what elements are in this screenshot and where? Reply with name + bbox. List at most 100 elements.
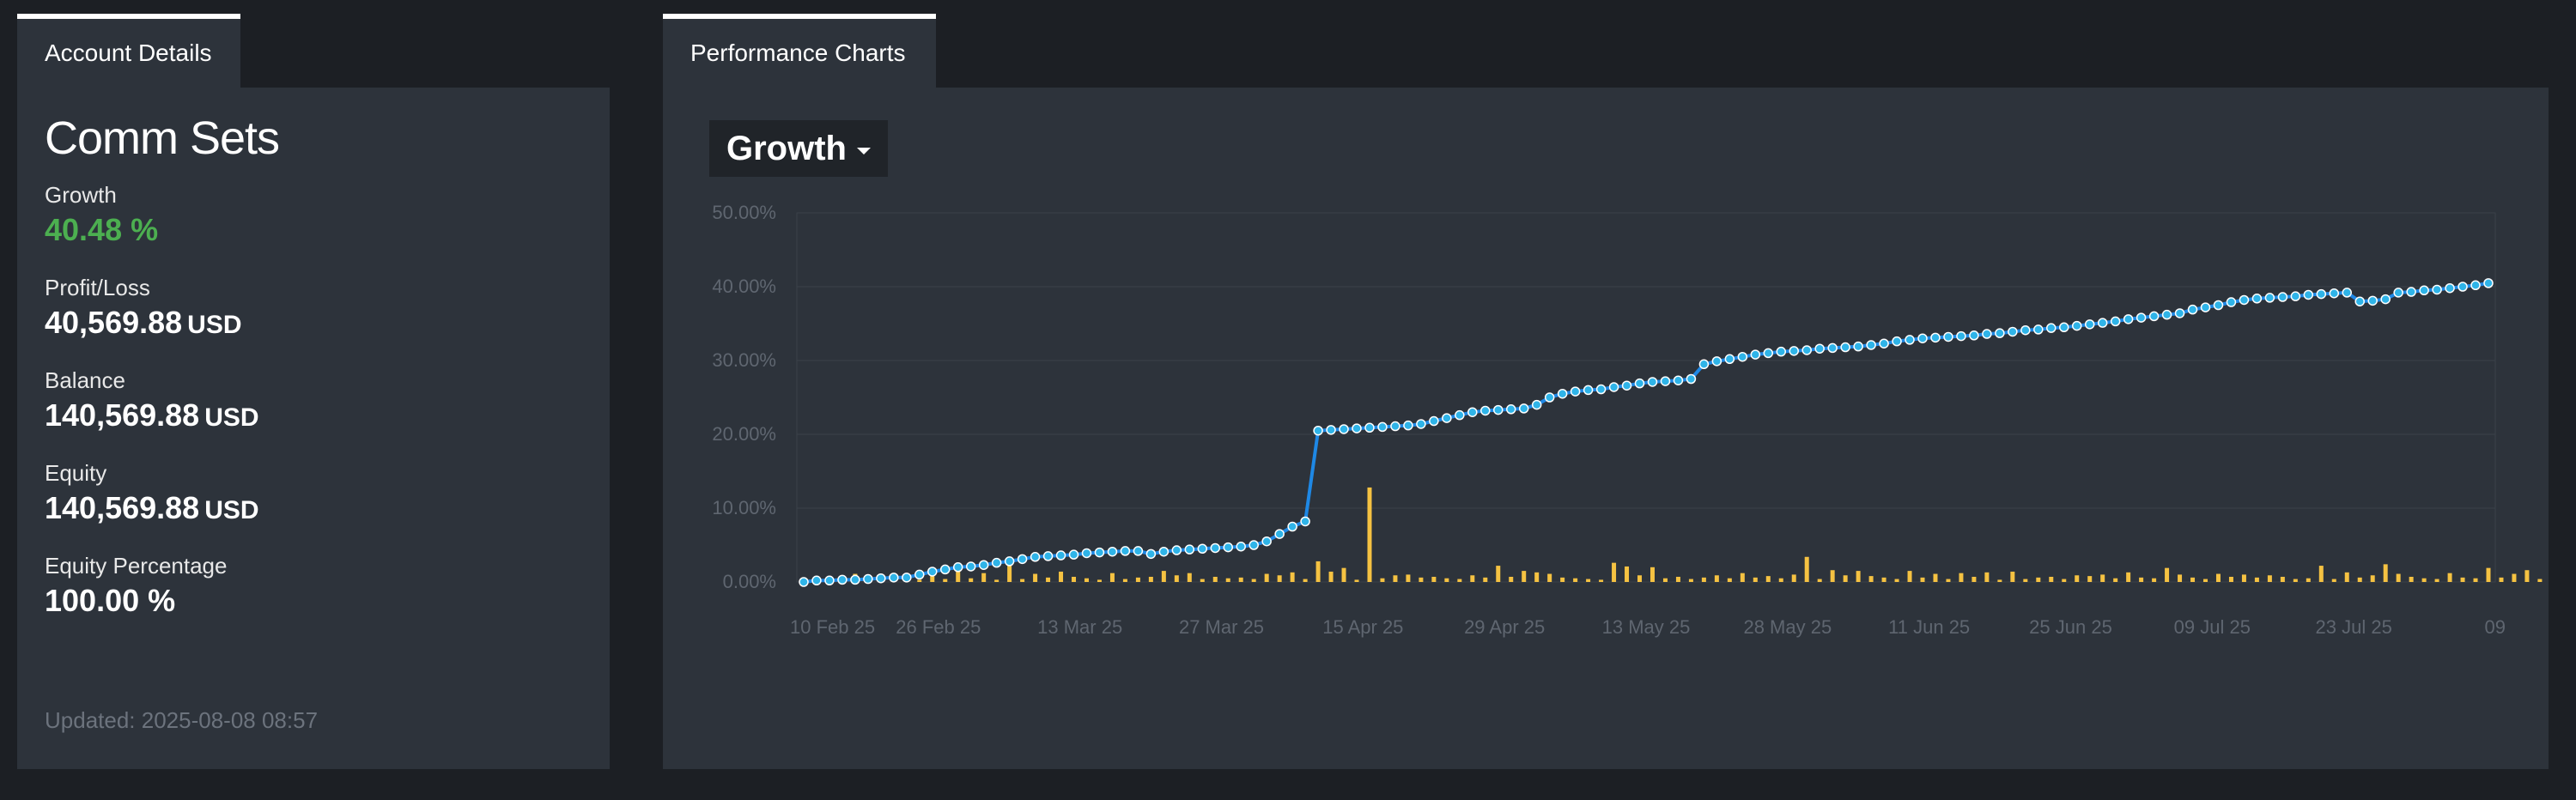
growth-point <box>876 573 886 584</box>
growth-point <box>2354 296 2365 306</box>
profit-loss-value: 40,569.88 <box>45 305 183 340</box>
growth-point <box>1763 348 1774 359</box>
growth-point <box>2393 288 2403 298</box>
daily-bar <box>2049 576 2054 582</box>
growth-point <box>2110 316 2121 327</box>
daily-bar <box>1804 556 1809 582</box>
growth-point <box>1801 345 1812 355</box>
equity-value-row: 140,569.88 USD <box>45 490 259 526</box>
daily-bar <box>2280 576 2285 582</box>
growth-point <box>1608 382 1619 392</box>
daily-bar <box>2409 576 2414 582</box>
daily-bar <box>1778 578 1783 582</box>
growth-point <box>889 573 899 583</box>
growth-point <box>1416 419 1426 429</box>
growth-chart: 0.00% 10.00% 20.00% 30.00% 40.00% 50.00% 10 Fe… <box>712 202 2543 638</box>
daily-bar <box>1046 577 1051 582</box>
growth-point <box>1595 384 1607 395</box>
x-tick-label: 11 Jun 25 <box>1888 616 1970 638</box>
daily-bar <box>1457 579 1462 582</box>
balance-unit: USD <box>204 403 259 432</box>
daily-bar <box>1431 576 1437 582</box>
tab-account-details-label: Account Details <box>45 39 212 66</box>
growth-point <box>1300 516 1310 527</box>
growth-point <box>2213 300 2224 311</box>
growth-point <box>914 569 925 580</box>
daily-bar <box>1122 579 1127 582</box>
daily-bar <box>956 570 961 582</box>
growth-point <box>2277 292 2288 302</box>
growth-label: Growth <box>45 182 117 208</box>
growth-point <box>902 573 912 583</box>
daily-bar <box>1573 578 1578 582</box>
growth-point <box>2008 326 2018 337</box>
daily-bar <box>1997 579 2002 582</box>
daily-bar <box>1830 570 1835 582</box>
y-tick-label: 20.00% <box>712 423 776 445</box>
growth-point <box>1017 554 1028 565</box>
growth-point <box>1287 521 1297 532</box>
growth-point <box>1570 386 1581 397</box>
tab-account-details[interactable]: Account Details <box>17 14 240 88</box>
chart-type-dropdown[interactable]: Growth <box>709 120 888 177</box>
growth-point <box>1621 380 1632 391</box>
daily-bar <box>1586 579 1591 582</box>
updated-timestamp: Updated: 2025-08-08 08:57 <box>45 707 319 733</box>
daily-bar <box>1714 575 1719 582</box>
daily-bar <box>1727 578 1732 582</box>
daily-bar <box>2318 566 2324 582</box>
daily-bar <box>1187 573 1192 582</box>
daily-bar <box>994 579 999 582</box>
growth-point <box>1917 333 1928 343</box>
profit-loss-stat: Profit/Loss 40,569.88 USD <box>45 275 242 341</box>
equity-stat: Equity 140,569.88 USD <box>45 460 259 526</box>
growth-point <box>1455 409 1465 421</box>
growth-point <box>2264 293 2275 303</box>
daily-bar <box>1212 576 1218 582</box>
growth-point <box>2161 309 2172 320</box>
growth-point <box>2136 312 2147 323</box>
equity-percentage-unit: % <box>148 583 176 618</box>
chevron-down-icon <box>856 148 871 155</box>
daily-bar <box>2254 577 2259 582</box>
balance-value: 140,569.88 <box>45 397 200 433</box>
tab-performance-charts[interactable]: Performance Charts <box>663 14 936 88</box>
growth-point <box>1158 546 1170 557</box>
growth-point <box>2046 323 2057 333</box>
growth-point <box>2419 285 2429 296</box>
growth-point <box>799 577 809 587</box>
growth-point <box>1711 356 1722 367</box>
growth-point <box>1969 330 1979 341</box>
daily-bar <box>1701 577 1706 582</box>
growth-unit: % <box>131 212 159 247</box>
growth-point <box>939 564 951 575</box>
growth-point <box>1698 359 1710 370</box>
x-tick-label: 13 May 25 <box>1602 616 1691 638</box>
daily-bar <box>981 573 987 582</box>
y-tick-label: 0.00% <box>723 571 776 592</box>
daily-bar <box>2087 576 2093 582</box>
daily-bar <box>969 578 974 582</box>
growth-point <box>1505 404 1516 415</box>
growth-point <box>1442 413 1452 423</box>
growth-point <box>965 561 976 572</box>
growth-point <box>1094 547 1105 558</box>
balance-stat: Balance 140,569.88 USD <box>45 367 259 433</box>
daily-bar <box>1984 572 1990 582</box>
growth-point <box>1583 385 1594 396</box>
daily-bar <box>1612 562 1617 582</box>
daily-bar <box>2447 573 2452 582</box>
daily-bar <box>2178 574 2183 582</box>
daily-bar <box>1148 576 1153 582</box>
growth-point <box>2174 308 2185 318</box>
growth-point <box>2239 294 2250 306</box>
growth-value-row: 40.48 % <box>45 212 158 248</box>
daily-bar <box>1444 578 1449 582</box>
daily-bar <box>1161 571 1166 582</box>
daily-bar <box>1946 579 1951 582</box>
growth-point <box>1724 354 1735 365</box>
x-tick-label: 10 Feb 25 <box>790 616 875 638</box>
growth-point <box>1467 407 1478 417</box>
daily-bar <box>2421 578 2427 582</box>
growth-point <box>1673 375 1684 385</box>
